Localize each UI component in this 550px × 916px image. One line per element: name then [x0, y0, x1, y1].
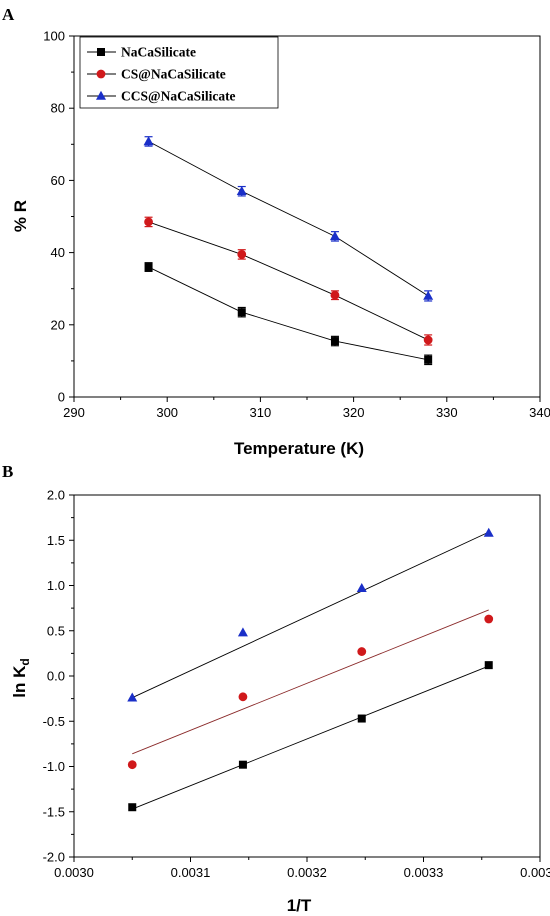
panel-a-data-point: [423, 290, 434, 300]
panel-a-data-point: [423, 335, 433, 345]
panel-a-y-tick-label: 60: [51, 173, 65, 188]
panel-b-y-tick-label: 0.0: [47, 669, 65, 684]
panel-a-data-point: [329, 231, 340, 241]
panel-b-y-tick-label: -2.0: [43, 850, 65, 865]
panel-a-data-point: [330, 337, 339, 346]
panel-a-data-layer: 290 300 310 320 330 340 0 20 40 60 80 100 NaCaSilica…: [43, 29, 550, 421]
panel-b-y-axis-title-main: ln K: [10, 665, 29, 698]
panel-a-data-point: [424, 355, 433, 364]
panel-b-x-tick-label: 0.0030: [54, 865, 94, 880]
panel-a-series-line: [148, 141, 429, 297]
panel-a-data-point: [330, 290, 340, 300]
panel-b-y-tick-label: -1.0: [43, 759, 65, 774]
panel-b-y-axis-title: ln Kd: [10, 658, 32, 697]
panel-b-y-tick-label: 1.5: [47, 533, 65, 548]
panel-a-data-point: [144, 217, 153, 227]
panel-a-x-axis-title: Temperature (K): [234, 439, 364, 458]
panel-b-data-layer: 0.0030 0.0031 0.0032 0.0033 0.0034 -2.0 -1.5 -1…: [43, 488, 550, 881]
panel-a-legend-marker: [97, 48, 105, 56]
panel-a-y-tick-label: 80: [51, 101, 65, 116]
panel-b-data-point: [127, 760, 137, 770]
panel-b-data-point: [356, 583, 367, 593]
panel-b-fit-line: [132, 609, 489, 755]
panel-a-x-tick-label: 290: [63, 405, 85, 420]
panel-b-x-tick-label: 0.0034: [520, 865, 550, 880]
panel-a-series-line: [148, 221, 429, 341]
panel-a-x-tick-label: 300: [156, 405, 178, 420]
panel-b-fit-line: [132, 531, 489, 699]
panel-a-data-point: [236, 186, 247, 196]
panel-a-legend-marker: [96, 90, 106, 100]
panel-b-fit-line: [132, 665, 489, 810]
panel-b-y-tick-label: -0.5: [43, 714, 65, 729]
panel-b-data-point: [357, 647, 367, 656]
panel-a-y-tick-label: 0: [58, 390, 65, 405]
panel-a-legend-label: NaCaSilicate: [121, 45, 196, 60]
panel-b-y-tick-label: 0.5: [47, 623, 65, 638]
panel-a-x-tick-label: 320: [343, 405, 365, 420]
panel-b-y-tick-label: 2.0: [47, 488, 65, 503]
panel-b-y-tick-label: -1.5: [43, 804, 65, 819]
panel-b-letter: B: [2, 462, 13, 481]
panel-a-y-tick-label: 100: [43, 29, 65, 44]
panel-a-data-point: [144, 263, 153, 272]
panel-a-legend-label: CCS@NaCaSilicate: [121, 89, 236, 104]
panel-a-y-tick-label: 40: [51, 245, 65, 260]
panel-a-data-point: [237, 308, 246, 317]
panel-a-series-line: [148, 266, 429, 361]
panel-a-x-tick-label: 330: [436, 405, 458, 420]
panel-b-data-point: [484, 661, 493, 670]
panel-b-x-tick-label: 0.0033: [404, 865, 444, 880]
panel-b-data-point: [484, 614, 494, 624]
panel-a-data-point: [143, 136, 154, 146]
panel-b-data-point: [238, 692, 248, 702]
panel-a-y-tick-label: 20: [51, 317, 65, 332]
panel-b-data-point: [237, 627, 248, 637]
panel-a-x-tick-label: 340: [529, 405, 550, 420]
panel-b-data-point: [127, 692, 138, 702]
panel-a-data-point: [237, 250, 247, 259]
panel-b-y-axis-title-sub: d: [18, 658, 32, 665]
panel-b-x-tick-label: 0.0032: [287, 865, 327, 880]
panel-b-y-tick-label: 1.0: [47, 578, 65, 593]
panel-a-letter: A: [2, 5, 15, 24]
panel-b-data-point: [483, 527, 494, 537]
panel-a-y-axis-title: % R: [11, 200, 30, 232]
panel-a-legend-marker: [96, 69, 106, 79]
panel-b-data-point: [357, 714, 366, 723]
panel-b-data-point: [128, 803, 137, 812]
panel-b-x-axis-title: 1/T: [287, 896, 312, 915]
panel-b-data-point: [238, 760, 247, 769]
panel-b-plot-frame: [73, 494, 541, 858]
panel-a-legend-label: CS@NaCaSilicate: [121, 67, 226, 82]
panel-a-x-tick-label: 310: [250, 405, 272, 420]
panel-b-x-tick-label: 0.0031: [171, 865, 211, 880]
